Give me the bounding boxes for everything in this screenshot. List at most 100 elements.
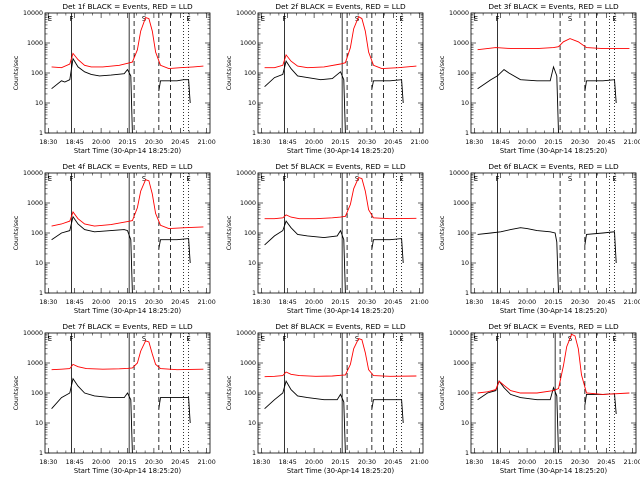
y-tick-label: 1000	[453, 40, 469, 47]
interval-marker-label: F	[495, 335, 499, 343]
lld-series-line	[477, 38, 630, 51]
y-tick-label: 100	[244, 70, 256, 77]
x-tick-label: 20:45	[384, 459, 402, 466]
y-tick-label: 1	[39, 450, 43, 457]
x-tick-label: 18:45	[492, 459, 510, 466]
interval-marker-label: E	[399, 15, 403, 23]
x-tick-label: 18:45	[66, 139, 84, 146]
x-axis-label: Start Time (30-Apr-14 18:25:20)	[500, 307, 608, 315]
lld-series-line	[264, 16, 417, 70]
interval-marker-label: E	[48, 175, 52, 183]
x-axis-label: Start Time (30-Apr-14 18:25:20)	[74, 147, 182, 155]
y-tick-label: 10000	[236, 10, 256, 17]
interval-marker-label: F	[69, 335, 73, 343]
interval-marker-label: F	[282, 15, 286, 23]
y-tick-label: 1	[465, 450, 469, 457]
y-tick-label: 10000	[449, 170, 469, 177]
y-tick-label: 1	[252, 290, 256, 297]
y-tick-label: 10000	[449, 10, 469, 17]
panel-title: Det 1f BLACK = Events, RED = LLD	[62, 2, 193, 11]
y-axis-label: Counts/sec	[226, 55, 233, 90]
y-tick-label: 1	[252, 450, 256, 457]
x-axis-label: Start Time (30-Apr-14 18:25:20)	[287, 147, 395, 155]
y-tick-label: 10000	[449, 330, 469, 337]
x-axis-label: Start Time (30-Apr-14 18:25:20)	[287, 307, 395, 315]
y-axis-label: Counts/sec	[13, 215, 20, 250]
panel-title: Det 7f BLACK = Events, RED = LLD	[62, 322, 193, 331]
x-axis-label: Start Time (30-Apr-14 18:25:20)	[500, 147, 608, 155]
panel: Det 2f BLACK = Events, RED = LLD 1 10 100 10…	[226, 2, 429, 155]
y-tick-label: 10	[35, 100, 43, 107]
y-tick-label: 100	[31, 390, 43, 397]
panel: Det 7f BLACK = Events, RED = LLD 1 10 100 10…	[13, 322, 216, 475]
panel: Det 6f BLACK = Events, RED = LLD 1 10 100 10…	[439, 162, 640, 315]
panel-title: Det 2f BLACK = Events, RED = LLD	[275, 2, 406, 11]
panel-title: Det 5f BLACK = Events, RED = LLD	[275, 162, 406, 171]
y-tick-label: 100	[457, 390, 469, 397]
y-tick-label: 1000	[453, 360, 469, 367]
panel: Det 9f BLACK = Events, RED = LLD 1 10 100 10…	[439, 322, 640, 475]
x-tick-label: 18:45	[279, 139, 297, 146]
y-tick-label: 10	[461, 100, 469, 107]
x-axis-label: Start Time (30-Apr-14 18:25:20)	[500, 467, 608, 475]
x-tick-label: 20:30	[358, 459, 376, 466]
interval-marker-label: E	[186, 335, 190, 343]
y-axis-label: Counts/sec	[439, 55, 446, 90]
x-tick-label: 20:00	[305, 459, 323, 466]
x-tick-label: 20:15	[544, 139, 562, 146]
y-tick-label: 1000	[27, 40, 43, 47]
interval-marker-label: S	[142, 175, 146, 183]
x-tick-label: 20:30	[358, 139, 376, 146]
events-series-line	[264, 220, 404, 293]
x-tick-label: 20:15	[544, 299, 562, 306]
x-tick-label: 18:30	[465, 459, 483, 466]
x-tick-label: 20:30	[571, 139, 589, 146]
interval-marker-label: S	[142, 15, 146, 23]
x-tick-label: 21:00	[411, 139, 429, 146]
x-tick-label: 20:15	[118, 139, 136, 146]
x-axis-label: Start Time (30-Apr-14 18:25:20)	[74, 307, 182, 315]
y-tick-label: 1	[465, 290, 469, 297]
lld-series-line	[477, 333, 630, 395]
x-tick-label: 20:30	[145, 139, 163, 146]
y-tick-label: 1	[39, 290, 43, 297]
x-tick-label: 20:30	[571, 299, 589, 306]
x-tick-label: 18:30	[39, 459, 57, 466]
events-series-line	[51, 57, 191, 133]
panel: Det 4f BLACK = Events, RED = LLD 1 10 100 10…	[13, 162, 216, 315]
x-tick-label: 20:00	[518, 139, 536, 146]
y-tick-label: 10	[35, 260, 43, 267]
y-tick-label: 1000	[240, 360, 256, 367]
interval-marker-label: F	[282, 335, 286, 343]
lld-series-line	[51, 17, 204, 70]
x-tick-label: 20:00	[92, 299, 110, 306]
x-tick-label: 21:00	[624, 299, 640, 306]
x-tick-label: 21:00	[411, 299, 429, 306]
x-axis-label: Start Time (30-Apr-14 18:25:20)	[287, 467, 395, 475]
y-tick-label: 10	[461, 420, 469, 427]
x-tick-label: 18:30	[39, 139, 57, 146]
x-tick-label: 20:45	[384, 299, 402, 306]
y-tick-label: 100	[457, 70, 469, 77]
x-tick-label: 20:00	[305, 139, 323, 146]
y-tick-label: 10	[461, 260, 469, 267]
interval-marker-label: E	[48, 15, 52, 23]
events-series-line	[264, 379, 404, 453]
lld-series-line	[264, 338, 417, 378]
x-tick-label: 21:00	[624, 139, 640, 146]
plot-frame	[44, 12, 211, 134]
events-series-line	[477, 227, 617, 293]
y-tick-label: 1	[465, 130, 469, 137]
events-series-line	[51, 377, 191, 453]
x-tick-label: 20:00	[92, 139, 110, 146]
events-series-line	[477, 65, 617, 133]
interval-marker-label: F	[282, 175, 286, 183]
y-tick-label: 1000	[240, 40, 256, 47]
y-tick-label: 10000	[236, 330, 256, 337]
x-tick-label: 20:00	[305, 299, 323, 306]
interval-marker-label: E	[261, 15, 265, 23]
x-tick-label: 18:45	[66, 299, 84, 306]
x-tick-label: 20:15	[118, 459, 136, 466]
x-tick-label: 20:45	[597, 139, 615, 146]
